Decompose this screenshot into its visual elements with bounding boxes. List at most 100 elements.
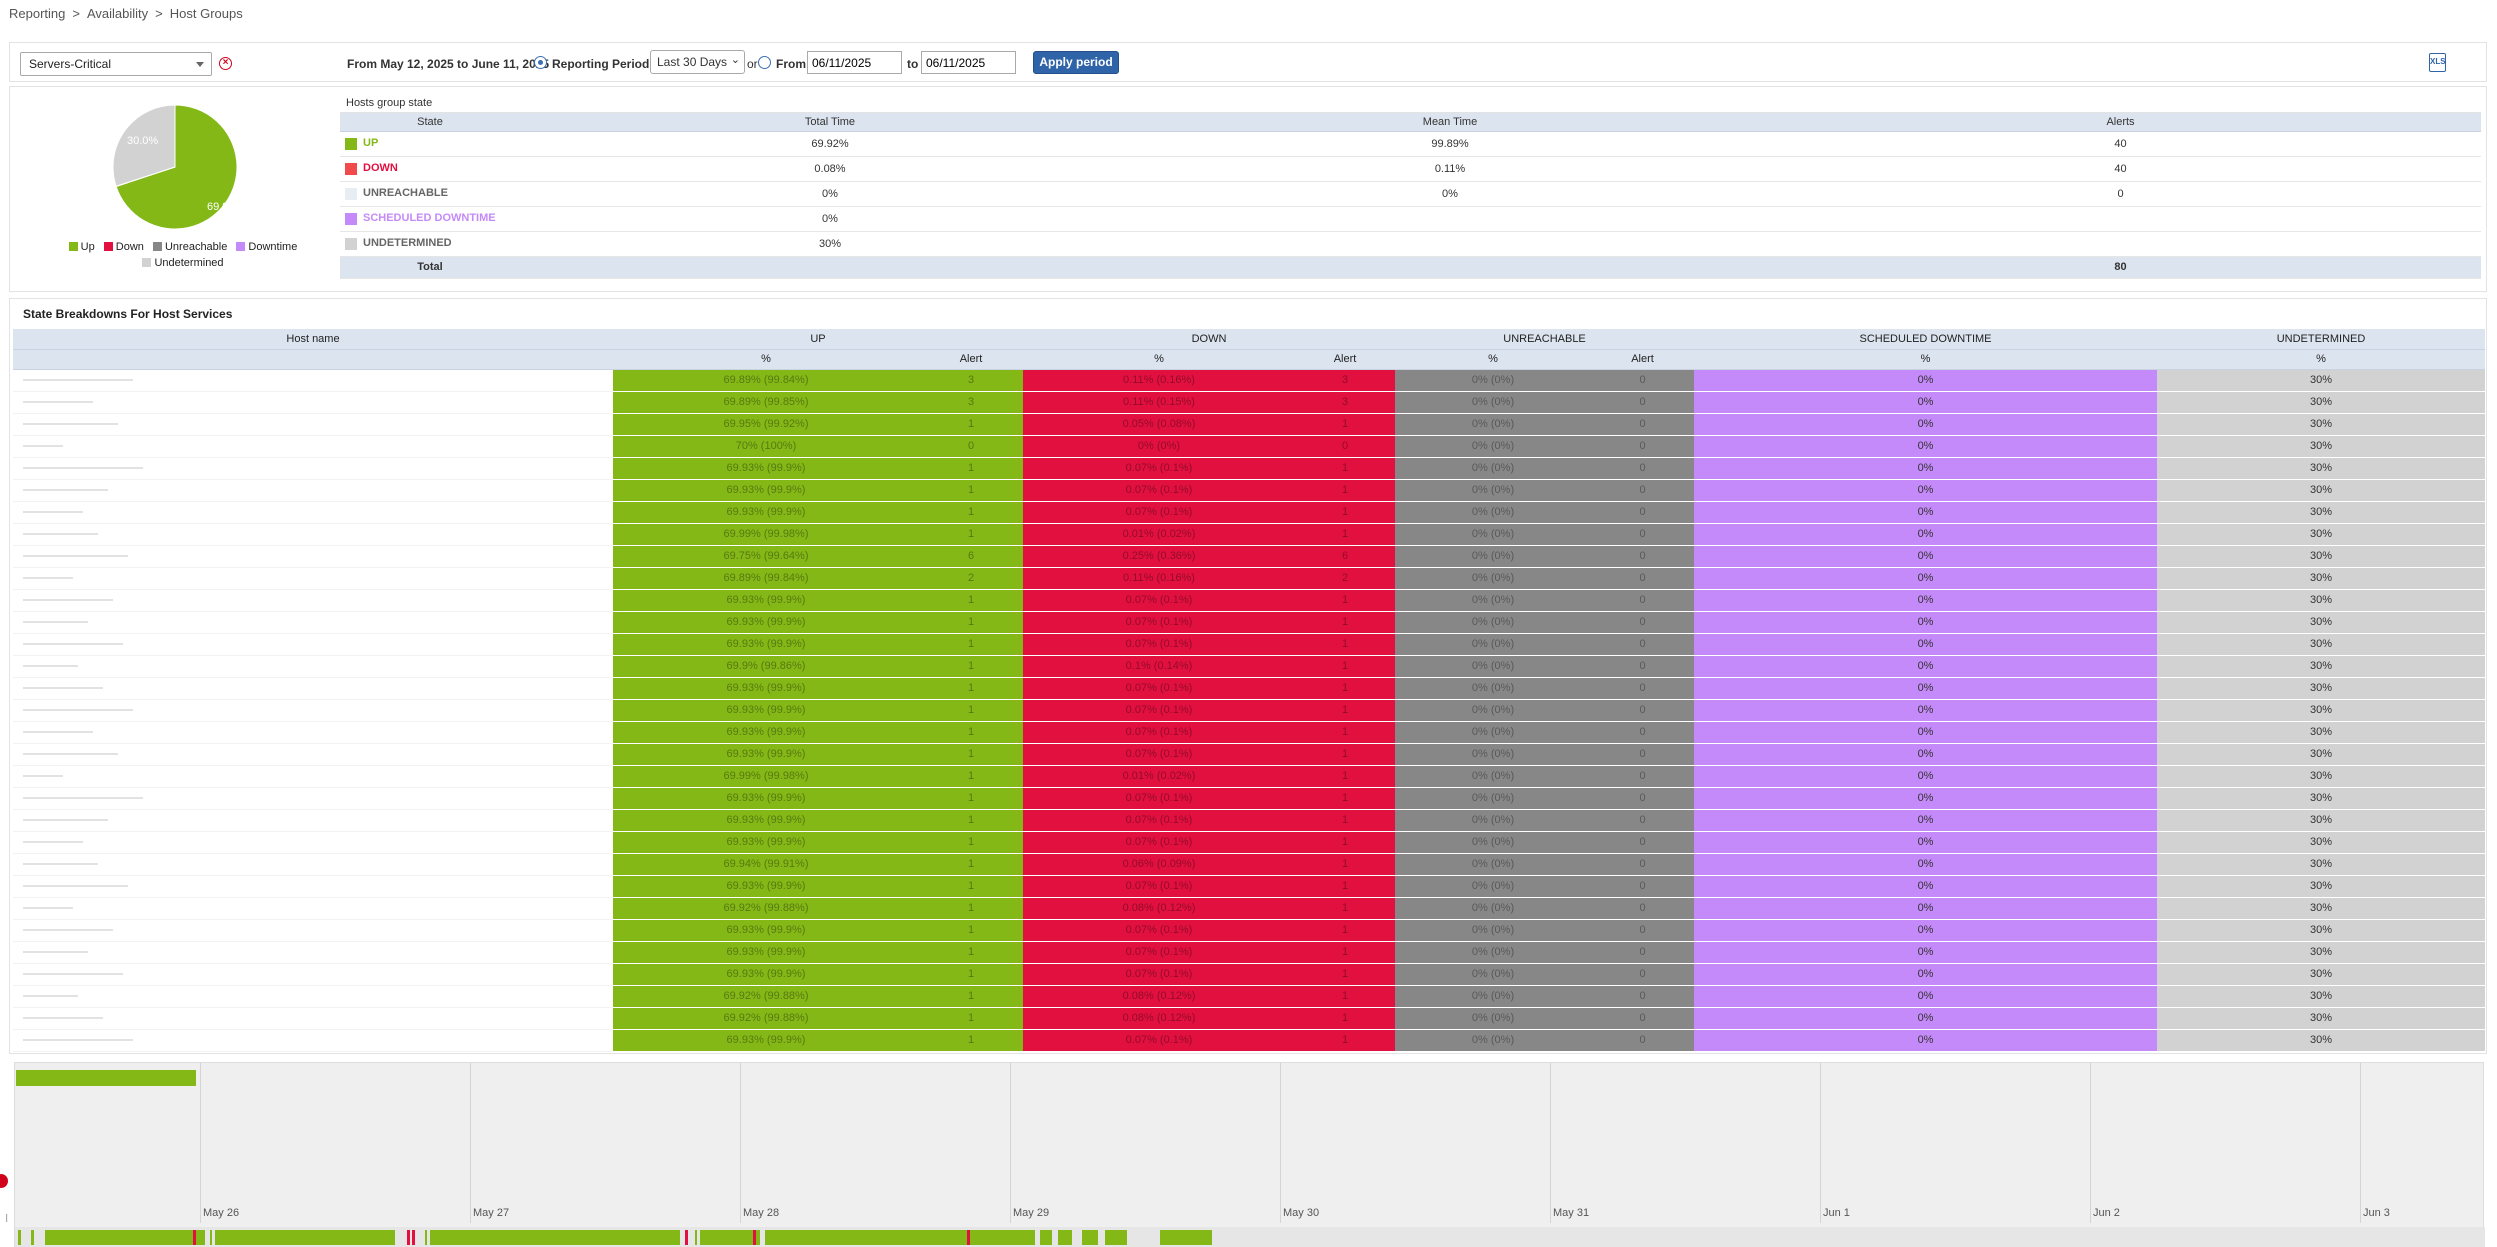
host-name-cell[interactable] [13, 699, 613, 722]
table-row[interactable]: 69.93% (99.9%) 1 0.07% (0.1%) 1 0% (0%) 0 0% 30… [13, 809, 2486, 832]
breadcrumb-item-availability[interactable]: Availability [86, 6, 149, 21]
host-name-cell[interactable] [13, 501, 613, 524]
table-row[interactable]: 69.93% (99.9%) 1 0.07% (0.1%) 1 0% (0%) 0 0% 30… [13, 501, 2486, 524]
host-name-cell[interactable] [13, 919, 613, 942]
reporting-period-radio[interactable] [534, 56, 547, 69]
table-row[interactable]: 69.94% (99.91%) 1 0.06% (0.09%) 1 0% (0%) 0 0%… [13, 853, 2486, 876]
host-name-cell[interactable] [13, 765, 613, 788]
host-name-cell[interactable] [13, 985, 613, 1008]
table-row[interactable]: 69.89% (99.84%) 3 0.11% (0.16%) 3 0% (0%) 0 0%… [13, 369, 2486, 392]
host-name-cell[interactable] [13, 457, 613, 480]
table-row[interactable]: 69.93% (99.9%) 1 0.07% (0.1%) 1 0% (0%) 0 0% 30… [13, 633, 2486, 656]
host-name-cell[interactable] [13, 523, 613, 546]
hosts-group-state-caption: Hosts group state [340, 93, 2481, 113]
table-row[interactable]: 69.93% (99.9%) 1 0.07% (0.1%) 1 0% (0%) 0 0% 30… [13, 831, 2486, 854]
table-row[interactable]: 69.93% (99.9%) 1 0.07% (0.1%) 1 0% (0%) 0 0% 30… [13, 919, 2486, 942]
alerts-scheduled-downtime [1760, 206, 2481, 232]
table-row[interactable]: 69.92% (99.88%) 1 0.08% (0.12%) 1 0% (0%) 0 0%… [13, 897, 2486, 920]
host-name-cell[interactable] [13, 479, 613, 502]
table-row[interactable]: 69.95% (99.92%) 1 0.05% (0.08%) 1 0% (0%) 0 0%… [13, 413, 2486, 436]
export-icon[interactable]: XLS [2429, 53, 2446, 72]
host-name-cell[interactable] [13, 655, 613, 678]
host-name-cell[interactable] [13, 809, 613, 832]
host-name-cell[interactable] [13, 721, 613, 744]
unreachable-alert-cell: 0 [1591, 457, 1695, 480]
table-row[interactable]: 69.93% (99.9%) 1 0.07% (0.1%) 1 0% (0%) 0 0% 30… [13, 677, 2486, 700]
table-row[interactable]: 69.93% (99.9%) 1 0.07% (0.1%) 1 0% (0%) 0 0% 30… [13, 721, 2486, 744]
down-percent-cell: 0.01% (0.02%) [1023, 765, 1295, 788]
timeline-marker-icon[interactable] [0, 1174, 8, 1188]
unreachable-percent-cell: 0% (0%) [1395, 655, 1592, 678]
up-percent-cell: 69.93% (99.9%) [613, 589, 919, 612]
host-name-cell[interactable] [13, 1029, 613, 1052]
table-row[interactable]: 69.92% (99.88%) 1 0.08% (0.12%) 1 0% (0%) 0 0%… [13, 1007, 2486, 1030]
subcol-unreachable-percent: % [1395, 349, 1592, 370]
table-row[interactable]: 69.93% (99.9%) 1 0.07% (0.1%) 1 0% (0%) 0 0% 30… [13, 699, 2486, 722]
table-row[interactable]: 69.93% (99.9%) 1 0.07% (0.1%) 1 0% (0%) 0 0% 30… [13, 1029, 2486, 1052]
host-name-cell[interactable] [13, 875, 613, 898]
from-date-input[interactable] [807, 51, 902, 74]
up-percent-cell: 69.93% (99.9%) [613, 809, 919, 832]
table-row[interactable]: 69.75% (99.64%) 6 0.25% (0.36%) 6 0% (0%) 0 0%… [13, 545, 2486, 568]
table-row[interactable]: 69.93% (99.9%) 1 0.07% (0.1%) 1 0% (0%) 0 0% 30… [13, 611, 2486, 634]
to-date-input[interactable] [921, 51, 1016, 74]
host-name-cell[interactable] [13, 787, 613, 810]
scheduled-percent-cell: 0% [1694, 875, 2158, 898]
down-percent-cell: 0.01% (0.02%) [1023, 523, 1295, 546]
host-name-cell[interactable] [13, 567, 613, 590]
host-name-cell[interactable] [13, 677, 613, 700]
host-name-cell[interactable] [13, 831, 613, 854]
timeline-day-label: May 28 [743, 1207, 780, 1219]
table-row[interactable]: 69.93% (99.9%) 1 0.07% (0.1%) 1 0% (0%) 0 0% 30… [13, 787, 2486, 810]
host-name-redacted [23, 841, 83, 844]
apply-period-button[interactable]: Apply period [1033, 51, 1119, 74]
undetermined-percent-cell: 30% [2157, 721, 2486, 744]
host-name-redacted [23, 665, 78, 668]
table-row[interactable]: 69.93% (99.9%) 1 0.07% (0.1%) 1 0% (0%) 0 0% 30… [13, 963, 2486, 986]
breadcrumb-item-reporting[interactable]: Reporting [9, 6, 66, 21]
host-name-cell[interactable] [13, 941, 613, 964]
host-name-cell[interactable] [13, 633, 613, 656]
timeline-up-block [1160, 1230, 1212, 1245]
table-row[interactable]: 69.93% (99.9%) 1 0.07% (0.1%) 1 0% (0%) 0 0% 30… [13, 941, 2486, 964]
host-name-redacted [23, 929, 113, 932]
host-name-cell[interactable] [13, 369, 613, 392]
reporting-period-select[interactable]: Last 30 Days ⌄ [650, 50, 745, 74]
up-alert-cell: 1 [919, 897, 1023, 920]
table-row[interactable]: 69.99% (99.98%) 1 0.01% (0.02%) 1 0% (0%) 0 0%… [13, 523, 2486, 546]
subcol-up-percent: % [613, 349, 919, 370]
host-name-cell[interactable] [13, 545, 613, 568]
pie-legend: Up Down Unreachable Downtime Undetermine… [50, 239, 310, 271]
host-name-redacted [23, 643, 123, 646]
clear-icon[interactable]: × [219, 57, 232, 70]
table-row[interactable]: 69.89% (99.84%) 2 0.11% (0.16%) 2 0% (0%) 0 0%… [13, 567, 2486, 590]
table-row[interactable]: 69.89% (99.85%) 3 0.11% (0.15%) 3 0% (0%) 0 0%… [13, 391, 2486, 414]
unreachable-alert-cell: 0 [1591, 985, 1695, 1008]
table-row[interactable]: 69.9% (99.86%) 1 0.1% (0.14%) 1 0% (0%) 0 0% 30… [13, 655, 2486, 678]
host-name-cell[interactable] [13, 435, 613, 458]
host-group-select[interactable]: Servers-Critical [20, 52, 212, 76]
table-row[interactable]: 69.99% (99.98%) 1 0.01% (0.02%) 1 0% (0%) 0 0%… [13, 765, 2486, 788]
unreachable-percent-cell: 0% (0%) [1395, 787, 1592, 810]
undetermined-percent-cell: 30% [2157, 435, 2486, 458]
host-name-cell[interactable] [13, 897, 613, 920]
table-row[interactable]: 70% (100%) 0 0% (0%) 0 0% (0%) 0 0% 30% [13, 435, 2486, 458]
timeline-up-block [430, 1230, 680, 1245]
table-row[interactable]: 69.92% (99.88%) 1 0.08% (0.12%) 1 0% (0%) 0 0%… [13, 985, 2486, 1008]
table-row[interactable]: 69.93% (99.9%) 1 0.07% (0.1%) 1 0% (0%) 0 0% 30… [13, 479, 2486, 502]
custom-range-radio[interactable] [758, 56, 771, 69]
timeline-strip [15, 1227, 2485, 1247]
up-percent-cell: 70% (100%) [613, 435, 919, 458]
table-row[interactable]: 69.93% (99.9%) 1 0.07% (0.1%) 1 0% (0%) 0 0% 30… [13, 457, 2486, 480]
table-row[interactable]: 69.93% (99.9%) 1 0.07% (0.1%) 1 0% (0%) 0 0% 30… [13, 875, 2486, 898]
table-row[interactable]: 69.93% (99.9%) 1 0.07% (0.1%) 1 0% (0%) 0 0% 30… [13, 589, 2486, 612]
host-name-cell[interactable] [13, 413, 613, 436]
host-name-cell[interactable] [13, 611, 613, 634]
host-name-cell[interactable] [13, 391, 613, 414]
host-name-cell[interactable] [13, 589, 613, 612]
host-name-cell[interactable] [13, 853, 613, 876]
table-row[interactable]: 69.93% (99.9%) 1 0.07% (0.1%) 1 0% (0%) 0 0% 30… [13, 743, 2486, 766]
host-name-cell[interactable] [13, 743, 613, 766]
host-name-cell[interactable] [13, 963, 613, 986]
host-name-cell[interactable] [13, 1007, 613, 1030]
